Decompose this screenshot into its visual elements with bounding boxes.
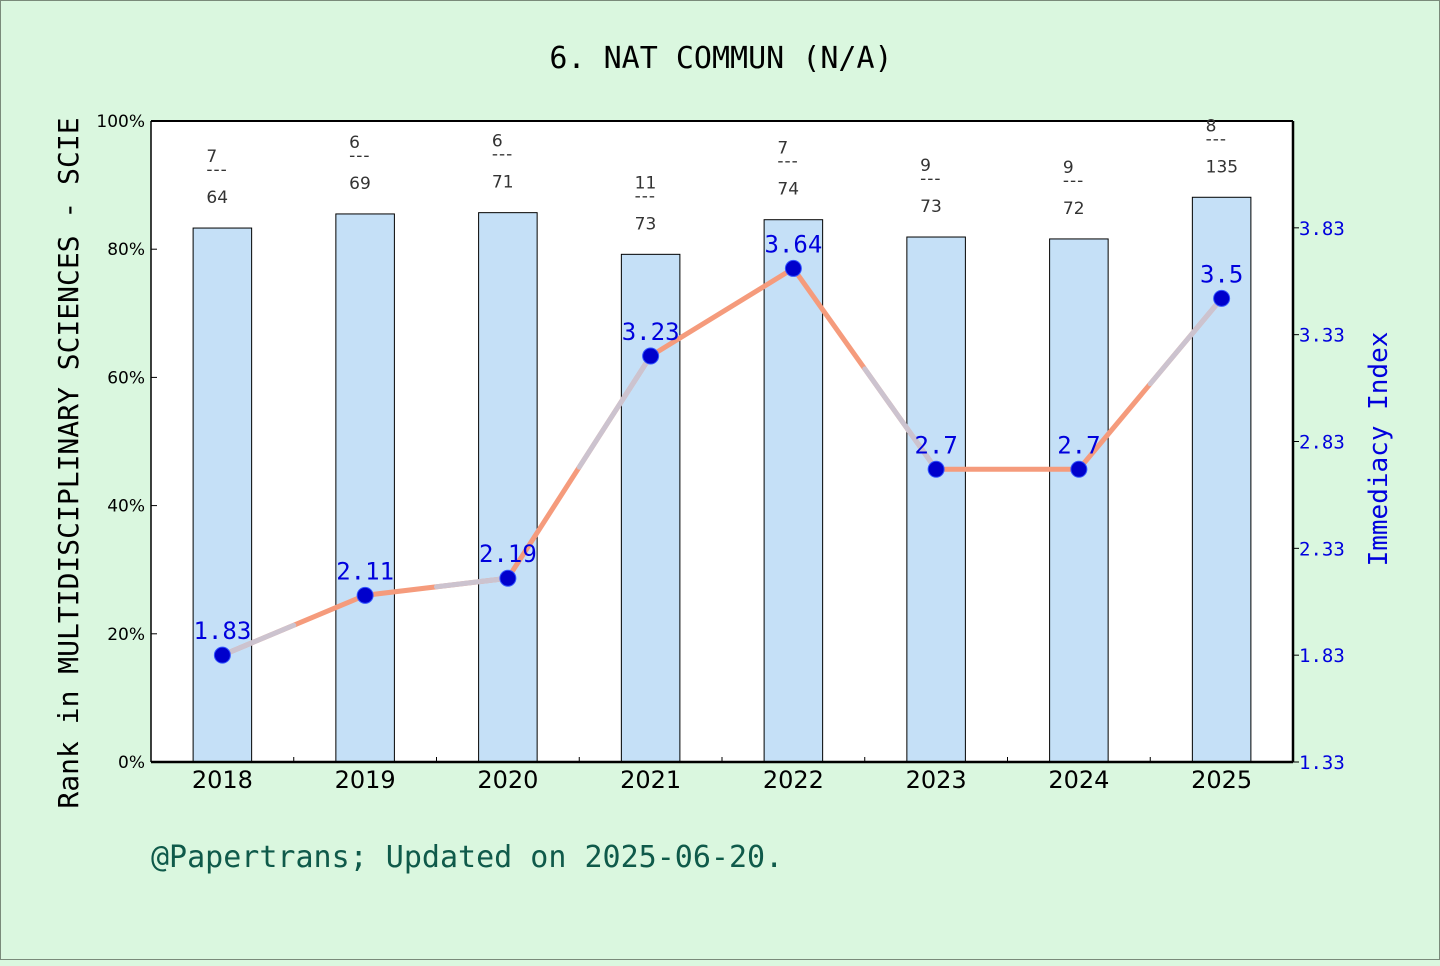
value-label-2018: 1.83 xyxy=(193,617,251,645)
footer-credit: @Papertrans; Updated on 2025-06-20. xyxy=(151,840,783,875)
left-tick-label-4: 80% xyxy=(107,240,145,260)
rank-top-2023: 9 xyxy=(920,156,931,176)
value-label-2019: 2.11 xyxy=(336,557,394,585)
rank-bottom-2023: 73 xyxy=(920,197,942,217)
bar-2023 xyxy=(906,236,966,763)
rank-divider-2022: --- xyxy=(777,152,798,172)
bar-2021 xyxy=(620,253,681,763)
x-tick-label-2024: 2024 xyxy=(1048,766,1109,794)
rank-divider-2019: --- xyxy=(349,146,370,166)
rank-top-2019: 6 xyxy=(349,133,360,153)
right-tick-label-3: 2.83 xyxy=(1299,432,1345,454)
point-2024 xyxy=(1070,460,1088,478)
point-2021 xyxy=(642,347,660,365)
line-shade-2018 xyxy=(219,622,297,658)
plot-area xyxy=(151,121,1293,762)
line-shade-2024 xyxy=(1147,295,1225,387)
left-tick-label-0: 0% xyxy=(118,753,145,773)
bars-layer xyxy=(192,196,1252,763)
value-label-2020: 2.19 xyxy=(479,540,537,568)
x-tick-label-2023: 2023 xyxy=(906,766,967,794)
value-label-2025: 3.5 xyxy=(1200,260,1243,288)
right-tick-label-0: 1.33 xyxy=(1299,752,1345,774)
rank-bottom-2024: 72 xyxy=(1063,199,1085,219)
right-tick-label-5: 3.83 xyxy=(1299,218,1345,240)
left-axis-label: Rank in MULTIDISCIPLINARY SCIENCES - SCI… xyxy=(52,117,85,808)
x-tick-label-2021: 2021 xyxy=(620,766,681,794)
point-2020 xyxy=(499,569,517,587)
value-label-2023: 2.7 xyxy=(914,431,957,459)
axes-layer: 0% 20% 40% 60% 80% 100% 1.33 1.83 2.33 2.83 3.33 3.… xyxy=(96,112,1344,794)
point-2025 xyxy=(1213,289,1231,307)
rank-divider-2018: --- xyxy=(206,160,227,180)
rank-top-2021: 11 xyxy=(635,173,657,193)
left-tick-label-5: 100% xyxy=(96,112,145,132)
bar-2019 xyxy=(335,213,395,763)
bar-2024 xyxy=(1049,238,1109,763)
x-tick-label-2019: 2019 xyxy=(335,766,396,794)
bar-2020 xyxy=(478,212,538,763)
point-2019 xyxy=(356,586,374,604)
rank-bottom-2022: 74 xyxy=(777,180,799,200)
x-tick-label-2018: 2018 xyxy=(192,766,253,794)
value-label-2024: 2.7 xyxy=(1057,431,1100,459)
left-tick-label-3: 60% xyxy=(107,368,145,388)
point-2023 xyxy=(927,460,945,478)
line-layer xyxy=(213,259,1231,664)
left-tick-label-2: 40% xyxy=(107,497,145,517)
right-tick-label-2: 2.33 xyxy=(1299,538,1345,560)
rank-top-2024: 9 xyxy=(1063,158,1074,178)
labels-layer: 7---646---696---71 11---737---749---739--… xyxy=(193,116,1243,645)
rank-divider-2023: --- xyxy=(920,169,941,189)
right-axis-label: Immediacy Index xyxy=(1364,332,1394,567)
line-shade-2019 xyxy=(434,575,511,590)
line-shade-2022 xyxy=(862,366,939,472)
bar-2018 xyxy=(192,227,253,763)
value-label-2022: 3.64 xyxy=(764,230,822,258)
line-shade-2020 xyxy=(576,353,654,470)
value-label-2021: 3.23 xyxy=(622,318,680,346)
rank-top-2022: 7 xyxy=(777,139,788,159)
rank-divider-2020: --- xyxy=(492,145,513,165)
rank-divider-2025: --- xyxy=(1206,129,1227,149)
rank-bottom-2025: 135 xyxy=(1206,157,1238,177)
x-tick-label-2025: 2025 xyxy=(1191,766,1252,794)
rank-top-2018: 7 xyxy=(206,147,217,167)
x-tick-label-2022: 2022 xyxy=(763,766,824,794)
rank-bottom-2018: 64 xyxy=(206,188,228,208)
rank-divider-2021: --- xyxy=(635,186,656,206)
rank-top-2025: 8 xyxy=(1206,116,1217,136)
x-tick-label-2020: 2020 xyxy=(477,766,538,794)
line-segment-2021 xyxy=(648,265,796,359)
left-tick-label-1: 20% xyxy=(107,625,145,645)
rank-divider-2024: --- xyxy=(1063,171,1084,191)
chart-title: 6. NAT COMMUN (N/A) xyxy=(549,41,892,76)
rank-bottom-2019: 69 xyxy=(349,174,371,194)
point-2018 xyxy=(213,646,231,664)
bar-2022 xyxy=(763,219,824,763)
rank-bottom-2021: 73 xyxy=(635,214,657,234)
rank-bottom-2020: 71 xyxy=(492,173,514,193)
right-tick-label-4: 3.33 xyxy=(1299,325,1345,347)
rank-top-2020: 6 xyxy=(492,132,503,152)
point-2022 xyxy=(784,259,802,277)
right-tick-label-1: 1.83 xyxy=(1299,645,1345,667)
